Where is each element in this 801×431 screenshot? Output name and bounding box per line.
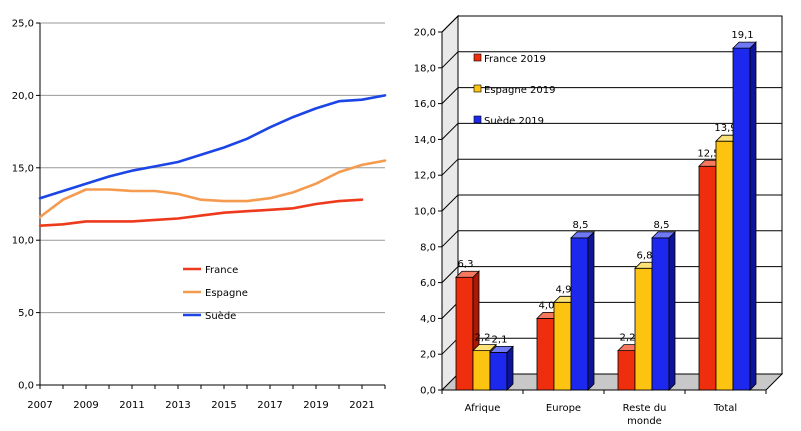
- y-tick-label: 10,0: [414, 207, 436, 218]
- data-label: 13,9: [714, 123, 736, 134]
- y-tick-label: 18,0: [414, 63, 436, 74]
- x-tick-label: 2017: [257, 400, 282, 411]
- y-tick-label: 6,0: [420, 278, 436, 289]
- y-tick-label: 25,0: [12, 19, 34, 30]
- bar-1-0: [472, 350, 491, 391]
- data-label: 8,5: [654, 220, 670, 231]
- y-gridline: [441, 158, 782, 176]
- x-tick-label: 2007: [27, 400, 52, 411]
- legend-label-1: Espagne: [205, 288, 248, 299]
- bar-1-3: [715, 140, 734, 391]
- bar-2-1: [570, 237, 589, 391]
- series-line-2: [38, 94, 387, 200]
- bar-0-1: [536, 317, 555, 391]
- y-tick-label: 14,0: [414, 135, 436, 146]
- y-gridline: [441, 194, 782, 212]
- bar-1-2: [634, 267, 653, 391]
- x-category-label: monde: [627, 416, 662, 427]
- x-tick-label: 2011: [119, 400, 144, 411]
- y-tick-label: 5,0: [18, 308, 34, 319]
- y-gridline: [441, 87, 782, 104]
- bar-top-2-0: [489, 346, 514, 353]
- y-gridline: [441, 230, 782, 248]
- y-tick-label: 2,0: [420, 350, 436, 361]
- data-label: 8,5: [573, 220, 589, 231]
- bar-side-2-1: [587, 230, 595, 391]
- x-tick-label: 2019: [303, 400, 328, 411]
- x-category-label: Reste du: [623, 403, 667, 414]
- bar-top-2-2: [651, 231, 676, 239]
- legend-swatch-0: [473, 53, 482, 62]
- x-category-label: Europe: [546, 403, 581, 414]
- bar-top-1-0: [472, 344, 497, 352]
- bar-2-3: [732, 47, 751, 391]
- series-line-0: [38, 198, 364, 227]
- data-label: 2,1: [492, 334, 508, 345]
- y-tick-label: 0,0: [18, 381, 34, 392]
- y-gridline: [441, 51, 782, 69]
- bar-top-2-3: [732, 41, 757, 49]
- data-label: 6,3: [458, 259, 474, 270]
- bar-top-2-1: [570, 231, 595, 239]
- y-gridline: [441, 15, 782, 33]
- data-label: 6,8: [637, 250, 653, 261]
- legend-swatch-1: [473, 84, 482, 93]
- legend-label-2: Suède: [205, 310, 236, 322]
- bar-1-1: [553, 301, 572, 391]
- bar-top-0-0: [455, 270, 480, 278]
- x-category-label: Total: [713, 403, 737, 414]
- y-tick-label: 8,0: [420, 242, 436, 253]
- data-label: 4,0: [539, 300, 555, 311]
- y-tick-label: 16,0: [414, 99, 436, 110]
- legend-label-2: Suède 2019: [484, 115, 544, 127]
- bar-0-3: [698, 165, 717, 391]
- legend-label-0: France: [205, 265, 238, 276]
- data-label: 12,5: [697, 148, 719, 159]
- bar-2-2: [651, 237, 670, 391]
- x-tick-label: 2015: [211, 400, 236, 411]
- bar-0-0: [455, 276, 474, 391]
- bar-side-2-3: [749, 41, 757, 391]
- data-label: 2,2: [620, 333, 636, 344]
- y-tick-label: 15,0: [12, 163, 34, 174]
- x-tick-label: 2021: [349, 400, 374, 411]
- bar-side-2-2: [668, 230, 676, 391]
- y-tick-label: 0,0: [420, 386, 436, 397]
- y-tick-label: 20,0: [414, 28, 436, 39]
- bar-chart: 0,0 2,0 4,0 6,0 8,0 10,0 12,0 14,0 16,0 18,0 20,0 6…: [414, 14, 784, 427]
- y-gridline: [441, 122, 782, 140]
- y-tick-label: 4,0: [420, 314, 436, 325]
- y-tick-label: 10,0: [12, 236, 34, 247]
- legend-label-0: France 2019: [484, 54, 546, 65]
- y-tick-label: 12,0: [414, 171, 436, 182]
- line-chart: 0,0 5,0 10,0 15,0 20,0 25,0 2007 2009 2011 2013 20…: [12, 19, 387, 411]
- legend-label-1: Espagne 2019: [484, 85, 555, 96]
- bar-side-2-0: [506, 345, 514, 391]
- data-label: 19,1: [731, 30, 753, 41]
- bar-2-0: [489, 352, 508, 391]
- bar-0-2: [617, 350, 636, 391]
- y-tick-label: 20,0: [12, 91, 34, 102]
- legend-swatch-2: [473, 115, 482, 124]
- x-tick-label: 2009: [73, 400, 98, 411]
- x-tick-label: 2013: [165, 400, 190, 411]
- series-line-1: [38, 159, 387, 219]
- x-category-label: Afrique: [465, 403, 501, 414]
- data-label: 4,9: [556, 284, 572, 295]
- data-label: 2,2: [475, 333, 491, 344]
